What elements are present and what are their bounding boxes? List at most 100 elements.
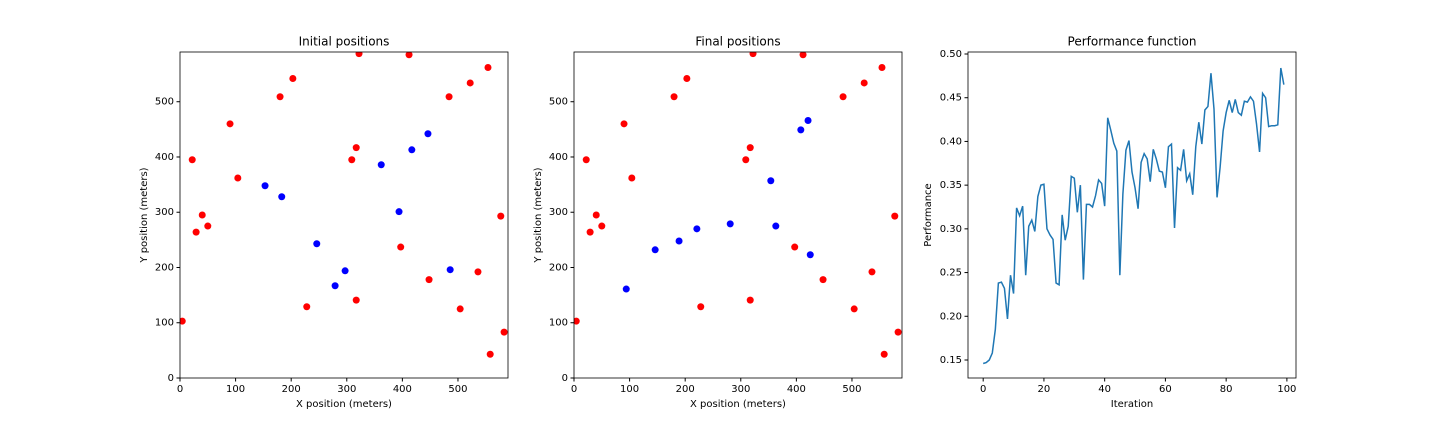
axes-frame [573,51,903,379]
point [693,225,701,233]
point [466,79,474,87]
plot-area [180,52,508,358]
x-tick-label: 500 [842,384,861,395]
point [424,130,432,138]
line [982,67,1285,365]
x-tick-label: 100 [226,384,245,395]
x-tick-label: 40 [1098,384,1111,395]
point [192,228,200,236]
point [204,222,212,230]
point [772,222,780,230]
point [234,174,242,182]
axes-frame [179,51,509,379]
subplot: Performance function Iteration Performance… [923,35,1296,411]
point [484,63,492,71]
point [675,237,683,245]
point [620,120,628,128]
y-tick-label: 400 [155,152,174,163]
point [261,182,269,190]
point [868,268,876,276]
point [198,211,206,219]
point [586,228,594,236]
y-tick-label: 0.15 [940,355,962,366]
y-tick-label: 100 [549,318,568,329]
point [746,296,754,304]
subplot: Final positions X position (meters) Y posi… [533,35,903,410]
point [341,267,349,275]
point [377,161,385,169]
point [880,350,888,358]
chart-title: Final positions [695,35,780,49]
point [628,174,636,182]
point [180,317,186,325]
point [408,146,416,154]
point [767,177,775,185]
point [622,285,630,293]
x-tick-label: 60 [1159,384,1172,395]
point [405,52,413,59]
y-tick-label: 0 [168,373,174,384]
point [839,93,847,101]
point [878,63,886,71]
point [395,208,403,216]
point [804,117,812,125]
point [819,276,827,284]
point [188,156,196,164]
x-tick-label: 400 [393,384,412,395]
axes-frame [967,51,1297,379]
y-tick-label: 0.35 [940,180,962,191]
x-tick-label: 0 [980,384,986,395]
point [348,156,356,164]
point [303,303,311,311]
y-axis-label: Y position (meters) [533,167,544,263]
point [226,120,234,128]
point [797,126,805,134]
point [278,193,286,201]
point [651,246,659,254]
y-tick-label: 500 [155,97,174,108]
point [276,93,284,101]
chart-title: Initial positions [299,35,390,49]
y-axis-label: Y position (meters) [139,167,150,263]
point [697,303,705,311]
x-tick-label: 300 [731,384,750,395]
y-tick-label: 200 [155,262,174,273]
x-tick-label: 400 [787,384,806,395]
y-tick-label: 0.30 [940,224,962,235]
x-tick-label: 200 [282,384,301,395]
point [806,251,814,259]
point [352,144,360,152]
point [497,212,505,220]
point [799,52,807,59]
x-axis-label: X position (meters) [690,399,786,410]
point [860,79,868,87]
y-tick-label: 100 [155,318,174,329]
point [749,52,757,58]
y-tick-label: 300 [155,207,174,218]
x-tick-label: 100 [1277,384,1296,395]
point [582,156,590,164]
x-tick-label: 200 [676,384,695,395]
subplot: Initial positions X position (meters) Y po… [139,35,509,410]
plot-area [574,52,902,358]
point [592,211,600,219]
point [746,144,754,152]
point [683,75,691,83]
point [397,243,405,251]
y-tick-label: 300 [549,207,568,218]
y-axis-label: Performance [923,183,934,246]
x-tick-label: 0 [571,384,577,395]
y-tick-label: 400 [549,152,568,163]
point [598,222,606,230]
point [742,156,750,164]
plot-area [982,67,1285,365]
y-tick-label: 0 [562,373,568,384]
point [445,93,453,101]
x-tick-label: 100 [620,384,639,395]
y-tick-label: 0.20 [940,311,962,322]
x-axis-label: Iteration [1111,399,1153,410]
point [574,317,580,325]
point [486,350,494,358]
